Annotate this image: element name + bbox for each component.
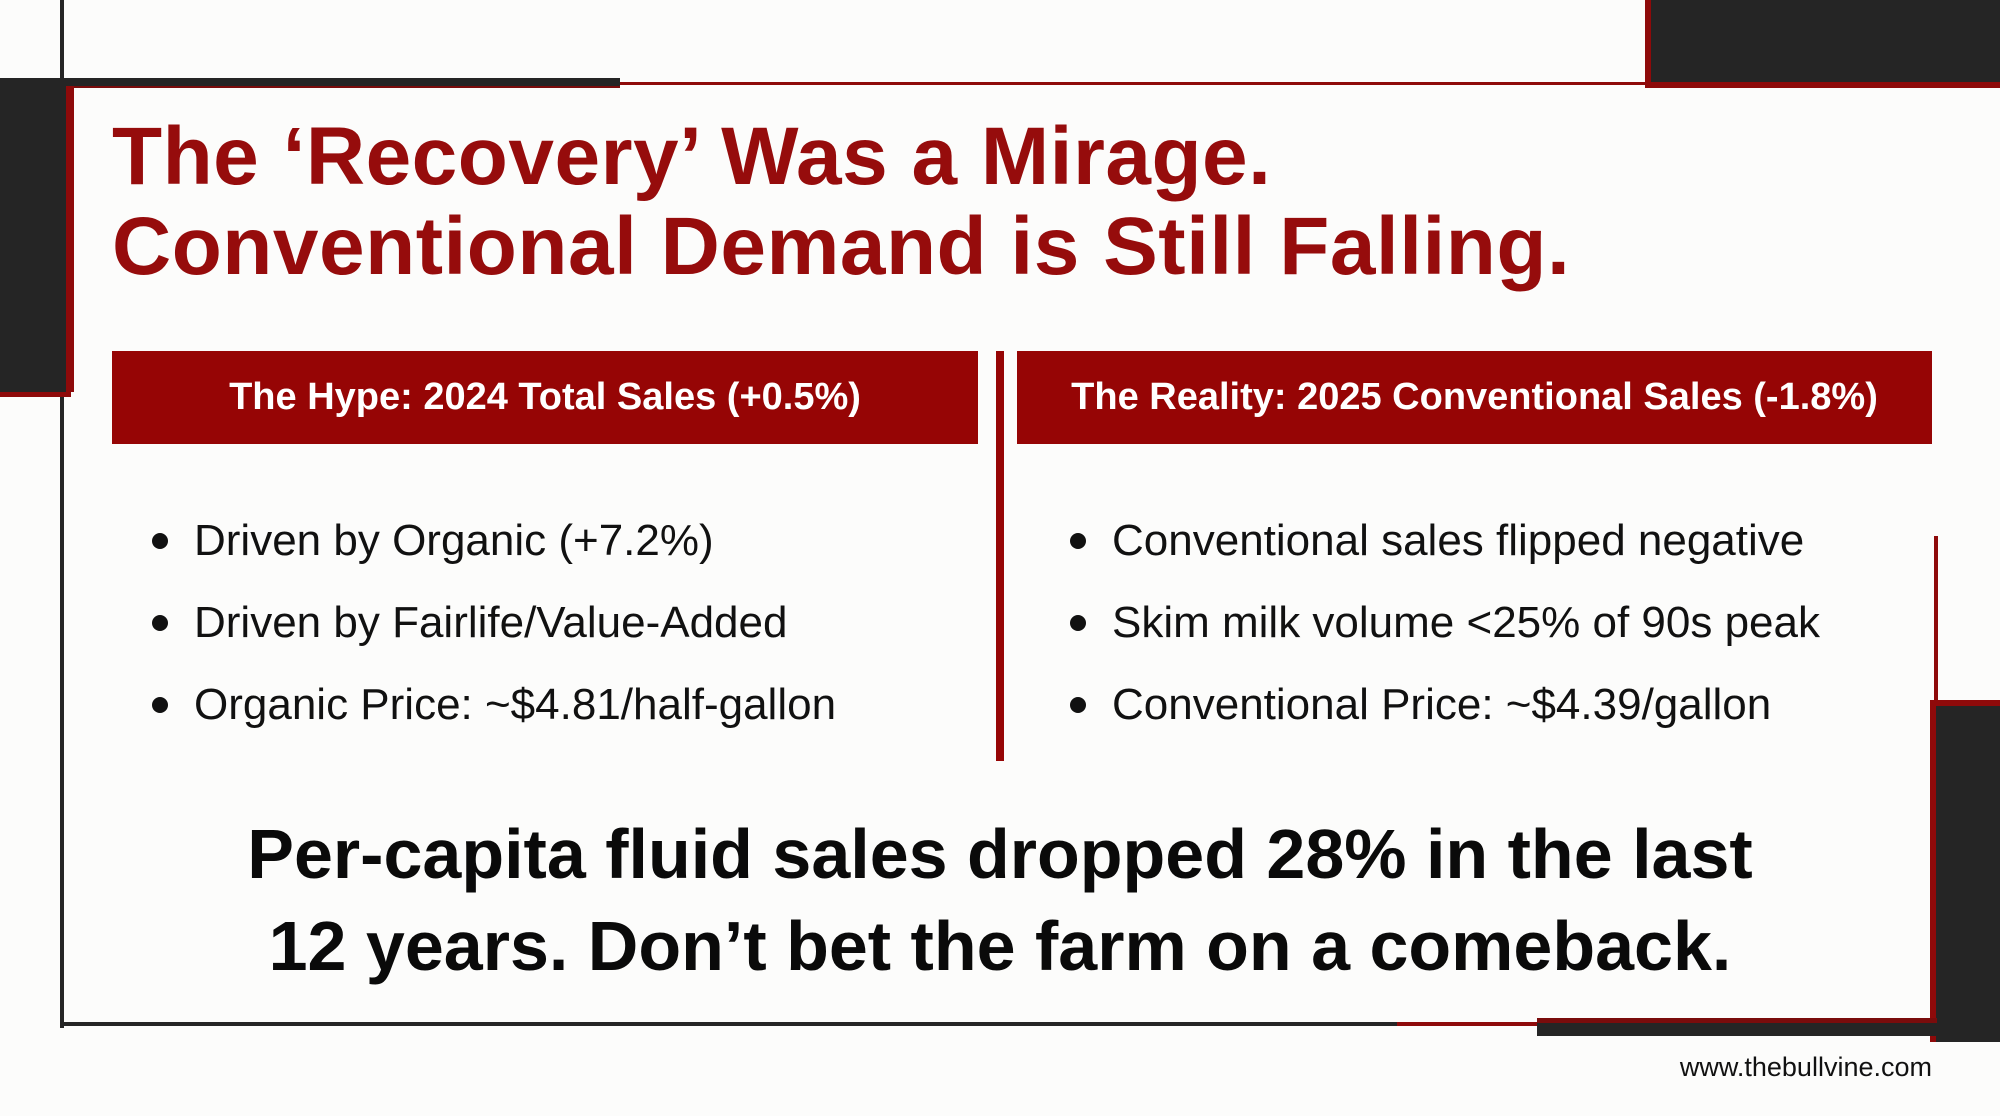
- bullet-text: Conventional sales flipped negative: [1112, 516, 1805, 565]
- conclusion-line-2: 12 years. Don’t bet the farm on a comeba…: [268, 907, 1732, 985]
- frame-left-line: [60, 0, 64, 1028]
- frame-topright-block: [1645, 0, 2000, 88]
- list-item: Conventional Price: ~$4.39/gallon: [1070, 664, 1820, 746]
- bullet-text: Conventional Price: ~$4.39/gallon: [1112, 680, 1772, 729]
- panel-divider: [996, 351, 1004, 761]
- bullet-text: Driven by Fairlife/Value-Added: [194, 598, 788, 647]
- bullet-icon: [152, 615, 168, 631]
- hype-header: The Hype: 2024 Total Sales (+0.5%): [112, 351, 978, 444]
- bullet-icon: [1070, 697, 1086, 713]
- bullet-icon: [152, 697, 168, 713]
- frame-top-line: [620, 82, 1650, 85]
- list-item: Organic Price: ~$4.81/half-gallon: [152, 664, 836, 746]
- bullet-text: Skim milk volume <25% of 90s peak: [1112, 598, 1820, 647]
- conclusion-text: Per-capita fluid sales dropped 28% in th…: [70, 808, 1930, 992]
- frame-top-bar: [0, 78, 620, 88]
- bullet-text: Organic Price: ~$4.81/half-gallon: [194, 680, 837, 729]
- frame-right-block: [1930, 700, 2000, 1042]
- bullet-icon: [152, 533, 168, 549]
- frame-bottom-line: [60, 1022, 1400, 1026]
- hype-bullet-list: Driven by Organic (+7.2%) Driven by Fair…: [152, 500, 836, 746]
- conclusion-line-1: Per-capita fluid sales dropped 28% in th…: [247, 815, 1753, 893]
- bullet-text: Driven by Organic (+7.2%): [194, 516, 714, 565]
- frame-inner-left-line: [71, 86, 74, 392]
- frame-right-line: [1934, 536, 1938, 702]
- list-item: Driven by Organic (+7.2%): [152, 500, 836, 582]
- list-item: Driven by Fairlife/Value-Added: [152, 582, 836, 664]
- bullet-icon: [1070, 533, 1086, 549]
- title-line-1: The ‘Recovery’ Was a Mirage.: [112, 111, 1272, 202]
- list-item: Skim milk volume <25% of 90s peak: [1070, 582, 1820, 664]
- frame-bottom-red-line: [1397, 1022, 1542, 1026]
- title-line-2: Conventional Demand is Still Falling.: [112, 201, 1571, 292]
- frame-left-block: [0, 86, 71, 397]
- footer-url: www.thebullvine.com: [1679, 1052, 1932, 1082]
- page-title: The ‘Recovery’ Was a Mirage. Conventiona…: [112, 112, 1570, 292]
- bullet-icon: [1070, 615, 1086, 631]
- reality-header: The Reality: 2025 Conventional Sales (-1…: [1017, 351, 1932, 444]
- list-item: Conventional sales flipped negative: [1070, 500, 1820, 582]
- frame-bottom-bar: [1537, 1018, 1937, 1036]
- reality-bullet-list: Conventional sales flipped negative Skim…: [1070, 500, 1820, 746]
